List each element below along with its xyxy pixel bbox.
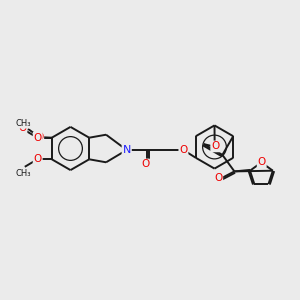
Text: O: O xyxy=(34,133,42,143)
Text: CH₃: CH₃ xyxy=(16,169,31,178)
Text: O: O xyxy=(214,173,222,183)
Text: O: O xyxy=(141,159,149,170)
Text: O: O xyxy=(258,157,266,166)
Text: O: O xyxy=(35,132,43,142)
Text: O: O xyxy=(18,123,26,133)
Text: O: O xyxy=(179,145,188,155)
Text: O: O xyxy=(211,141,219,152)
Text: O: O xyxy=(34,154,42,164)
Text: CH₃: CH₃ xyxy=(16,119,31,128)
Text: N: N xyxy=(122,145,131,155)
